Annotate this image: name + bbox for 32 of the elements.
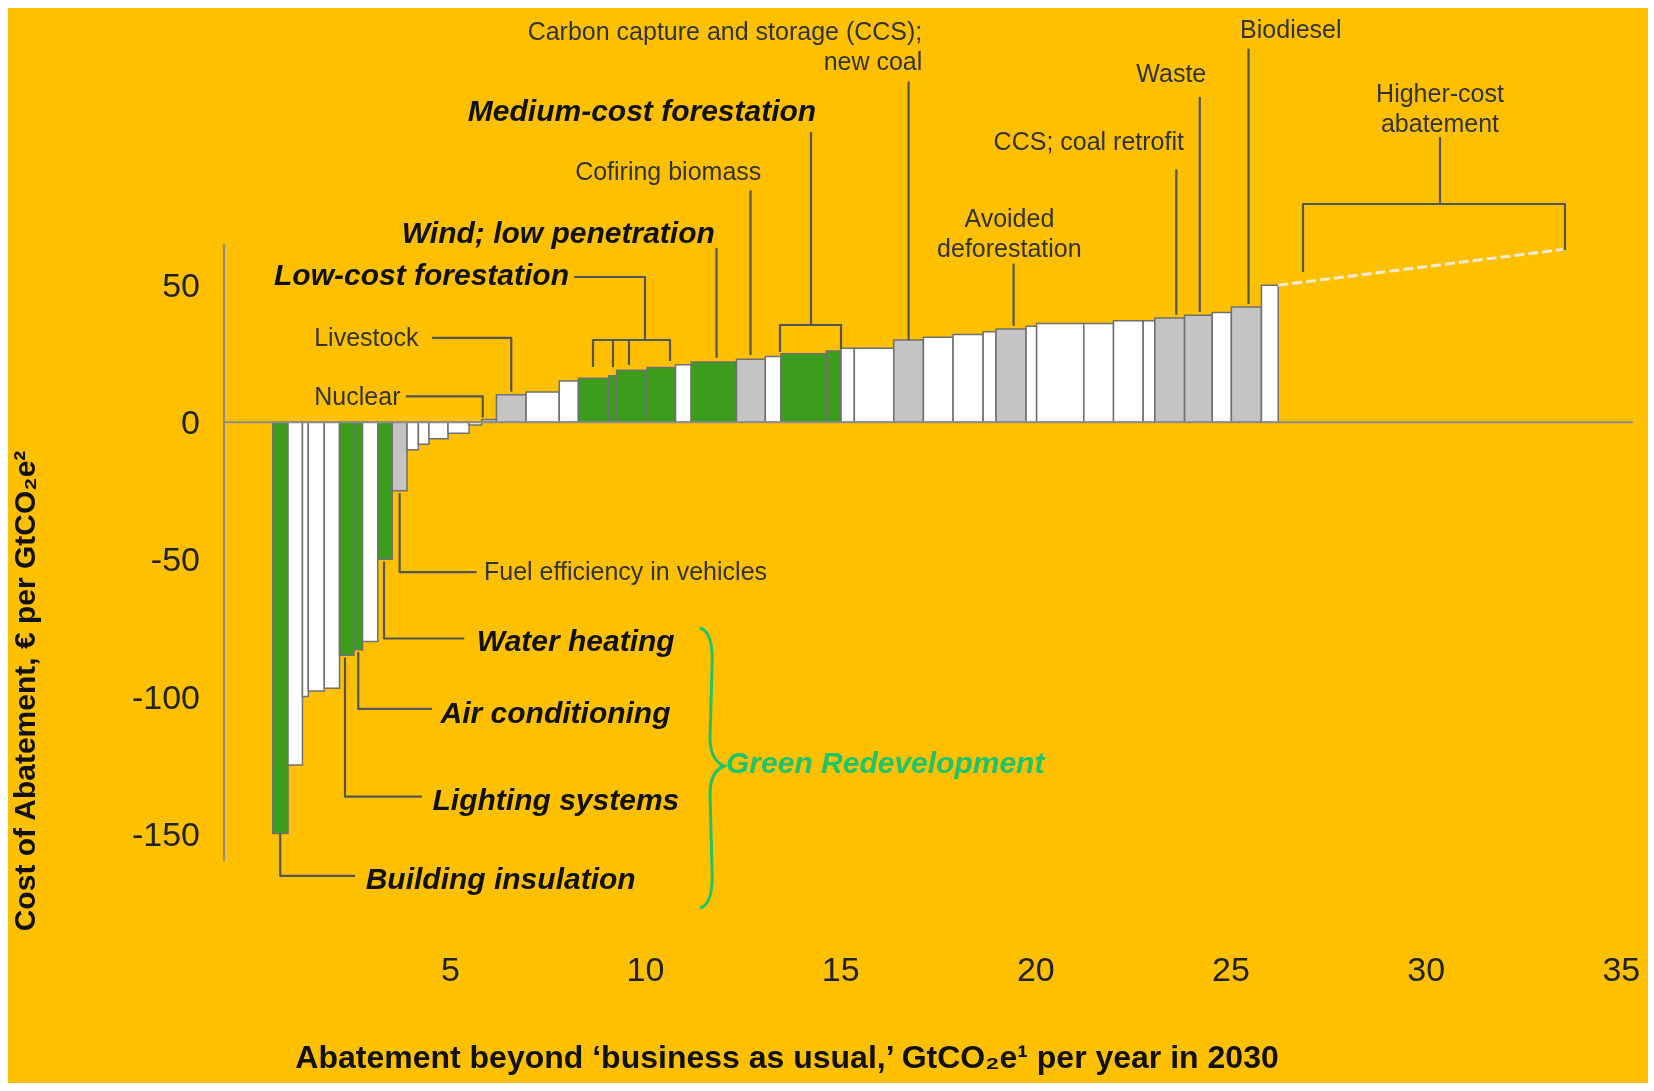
y-tick-label: -100: [131, 677, 200, 716]
x-tick-label: 25: [1212, 950, 1250, 988]
x-tick-label: 10: [626, 950, 665, 988]
y-tick-label: 50: [162, 266, 200, 305]
text: Higher-cost abatement: [1376, 79, 1504, 137]
annotation: Waste: [1136, 59, 1207, 88]
annotation: Avoided deforestation: [937, 203, 1082, 262]
annotation: Cofiring biomass: [575, 156, 762, 185]
annotation: Lighting systems: [432, 783, 680, 817]
annotation: Wind; low penetration: [401, 215, 715, 249]
annotation: Nuclear: [314, 381, 401, 410]
annotation: Air conditioning: [439, 695, 671, 729]
y-tick-label: -50: [150, 540, 200, 579]
y-tick-label: 0: [181, 403, 200, 442]
annotation: CCS; coal retrofit: [993, 127, 1184, 156]
annotation: Green Redevelopment: [726, 746, 1047, 779]
annotation: Building insulation: [365, 862, 636, 896]
y-axis-title: Cost of Abatement, € per GtCO₂e²: [8, 450, 41, 932]
annotation: Water heating: [476, 624, 675, 658]
x-axis-title: Abatement beyond ‘business as usual,’ GtCO₂e¹ per year in 2030: [295, 1039, 1279, 1075]
annotation: Carbon capture and storage (CCS); new coal: [527, 17, 923, 76]
annotation: Livestock: [314, 323, 419, 352]
x-tick-label: 5: [440, 950, 460, 988]
x-tick-label: 30: [1407, 950, 1446, 988]
x-tick-label: 35: [1602, 950, 1641, 988]
annotation: Fuel efficiency in vehicles: [484, 557, 768, 586]
text: Medium-cost forestation: [467, 94, 817, 127]
annotation: Low-cost forestation: [273, 258, 569, 291]
x-tick-label: 15: [821, 950, 860, 988]
x-tick-label: 20: [1016, 950, 1055, 988]
annotation: Biodiesel: [1240, 15, 1342, 44]
y-tick-label: -150: [131, 814, 200, 853]
